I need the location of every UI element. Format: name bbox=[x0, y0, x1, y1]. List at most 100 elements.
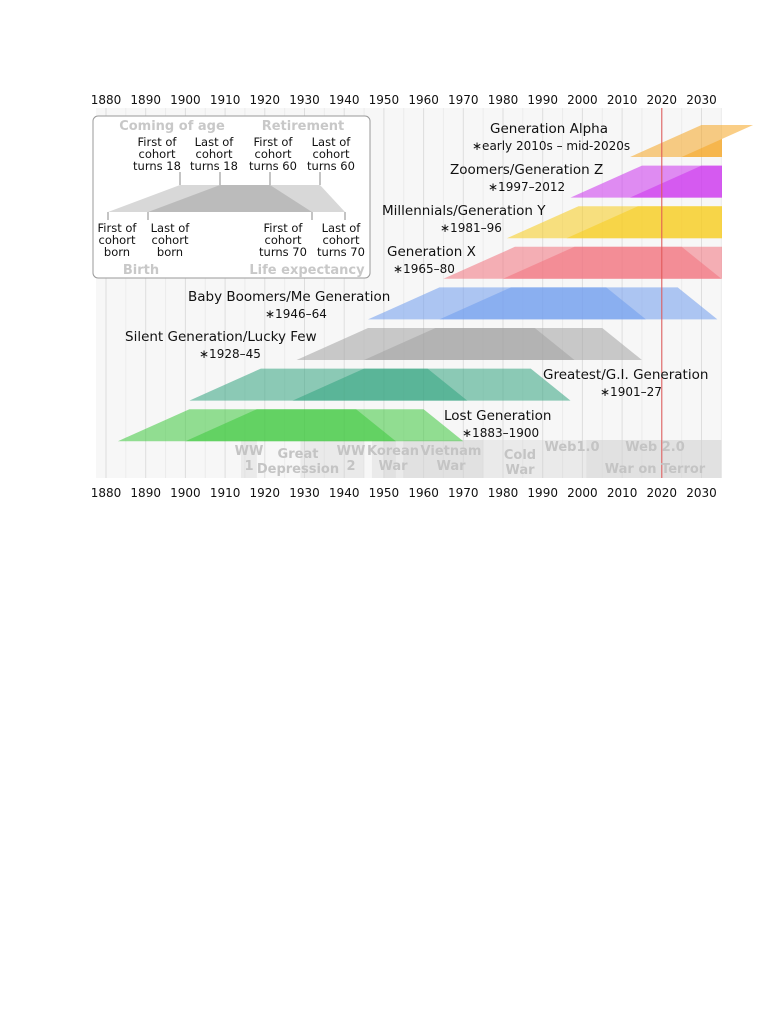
generation-band-overlap bbox=[292, 368, 468, 401]
event-band bbox=[383, 440, 396, 478]
generation-name: Millennials/Generation Y bbox=[382, 203, 546, 219]
generation-years: ∗1981–96 bbox=[440, 221, 502, 235]
event-label: WW 1 bbox=[235, 444, 264, 474]
axis-top-tick-label: 1950 bbox=[369, 93, 400, 107]
axis-bottom-tick-label: 1990 bbox=[527, 486, 558, 500]
legend-last-turns-18-line: turns 18 bbox=[190, 159, 238, 173]
legend-last-turns-70-line: turns 70 bbox=[317, 245, 365, 259]
event-label-line: Vietnam bbox=[421, 444, 482, 459]
event-band bbox=[403, 440, 484, 478]
generation-name: Lost Generation bbox=[444, 408, 551, 424]
generation-band bbox=[630, 125, 722, 157]
event-label: Web1.0 bbox=[544, 440, 599, 455]
axis-top-tick-label: 1890 bbox=[130, 93, 161, 107]
event-label-line: Cold bbox=[504, 448, 536, 463]
legend-first-turns-18-line: First of bbox=[138, 135, 178, 149]
axis-top-tick-label: 1930 bbox=[289, 93, 320, 107]
generation-band-overlap bbox=[566, 206, 722, 239]
axis-bottom-tick-label: 1950 bbox=[369, 486, 400, 500]
legend-first-turns-70-line: turns 70 bbox=[259, 245, 307, 259]
legend-trapezoid-b bbox=[148, 185, 312, 212]
event-label: WW 2 bbox=[337, 444, 366, 474]
axis-bottom-tick-label: 2010 bbox=[607, 486, 638, 500]
axis-top-tick-label: 2010 bbox=[607, 93, 638, 107]
legend-retirement: Retirement bbox=[262, 119, 345, 134]
axis-top-tick-label: 1980 bbox=[488, 93, 519, 107]
event-label-line: War bbox=[505, 463, 535, 478]
legend-last-turns-70-line: cohort bbox=[323, 233, 360, 247]
event-label-line: War bbox=[436, 459, 466, 474]
legend-last-born-line: cohort bbox=[152, 233, 189, 247]
generation-years: ∗1965–80 bbox=[393, 262, 455, 276]
legend-first-turns-18: First of cohort turns 18 bbox=[133, 135, 181, 173]
axis-bottom-tick-label: 1940 bbox=[329, 486, 360, 500]
axis-top-tick-label: 2000 bbox=[567, 93, 598, 107]
legend-first-born-line: First of bbox=[98, 221, 138, 235]
event-label-line: Depression bbox=[257, 462, 339, 477]
generation-band-overlap bbox=[185, 409, 396, 442]
axis-bottom-tick-label: 1880 bbox=[91, 486, 122, 500]
event-label: Great Depression bbox=[257, 447, 339, 477]
legend-last-born-line: Last of bbox=[151, 221, 191, 235]
generation-years: ∗1883–1900 bbox=[462, 426, 539, 440]
legend-first-born-line: born bbox=[104, 245, 130, 259]
legend-first-turns-60-line: turns 60 bbox=[249, 159, 297, 173]
event-label-line: War bbox=[378, 459, 408, 474]
axis-bottom-tick-label: 1900 bbox=[170, 486, 201, 500]
axis-top-tick-label: 2020 bbox=[647, 93, 678, 107]
axis-top-tick-label: 1910 bbox=[210, 93, 241, 107]
legend-last-turns-70-line: Last of bbox=[322, 221, 362, 235]
generation-bands bbox=[117, 125, 754, 442]
legend-first-turns-60-line: First of bbox=[254, 135, 294, 149]
event-label: Cold War bbox=[504, 448, 536, 478]
legend-first-turns-70-line: First of bbox=[264, 221, 304, 235]
axis-bottom: 1880 1890 1900 1910 1920 1930 1940 1950 1960 1970… bbox=[91, 486, 717, 500]
axis-bottom-tick-label: 1970 bbox=[448, 486, 479, 500]
axis-top-tick-label: 1940 bbox=[329, 93, 360, 107]
event-label-line: Web 2.0 bbox=[625, 440, 685, 455]
legend-coming-of-age: Coming of age bbox=[119, 119, 225, 134]
axis-bottom-tick-label: 1960 bbox=[408, 486, 439, 500]
generation-name: Greatest/G.I. Generation bbox=[543, 367, 708, 383]
generation-years: ∗1946–64 bbox=[265, 307, 327, 321]
event-label-line: WW bbox=[337, 444, 366, 459]
generation-band-overlap bbox=[630, 165, 722, 198]
generation-name: Baby Boomers/Me Generation bbox=[188, 289, 390, 305]
axis-top-tick-label: 1900 bbox=[170, 93, 201, 107]
event-label-line: 2 bbox=[346, 459, 355, 474]
generation-band-overlap bbox=[681, 125, 754, 157]
event-label-line: Korean bbox=[367, 444, 419, 459]
axis-bottom-tick-label: 2000 bbox=[567, 486, 598, 500]
legend-last-turns-18: Last of cohort turns 18 bbox=[190, 135, 238, 173]
legend-life-expectancy: Life expectancy bbox=[249, 263, 365, 278]
event-label-line: Great bbox=[278, 447, 319, 462]
event-band bbox=[586, 440, 722, 478]
generation-band-overlap bbox=[364, 328, 575, 360]
generation-band-overlap bbox=[503, 246, 722, 279]
legend-last-turns-18-line: cohort bbox=[196, 147, 233, 161]
axis-bottom-tick-label: 1910 bbox=[210, 486, 241, 500]
generation-labels: Generation Alpha ∗early 2010s – mid-2020s… bbox=[125, 121, 708, 440]
legend-first-turns-18-line: turns 18 bbox=[133, 159, 181, 173]
generation-years: ∗early 2010s – mid-2020s bbox=[472, 139, 630, 153]
generation-band-overlap bbox=[439, 287, 646, 320]
axis-bottom-tick-label: 1920 bbox=[250, 486, 281, 500]
legend-last-turns-60-line: turns 60 bbox=[307, 159, 355, 173]
event-label-line: 1 bbox=[244, 459, 253, 474]
event-band bbox=[546, 440, 599, 478]
event-label-line: War on Terror bbox=[605, 462, 706, 477]
legend-first-turns-60-line: cohort bbox=[255, 147, 292, 161]
legend-box: Coming of age Retirement Birth Life expecta… bbox=[92, 115, 371, 279]
event-label: Korean War bbox=[367, 444, 419, 474]
axis-bottom-tick-label: 2030 bbox=[686, 486, 717, 500]
generation-years: ∗1928–45 bbox=[199, 347, 261, 361]
axis-bottom-tick-label: 1890 bbox=[130, 486, 161, 500]
generation-name: Silent Generation/Lucky Few bbox=[125, 329, 317, 345]
legend-last-born: Last of cohort born bbox=[151, 221, 191, 259]
event-band bbox=[371, 440, 547, 478]
generation-years: ∗1997–2012 bbox=[488, 180, 565, 194]
generation-name: Generation X bbox=[387, 244, 476, 260]
axis-top-tick-label: 1920 bbox=[250, 93, 281, 107]
event-band bbox=[340, 440, 365, 478]
